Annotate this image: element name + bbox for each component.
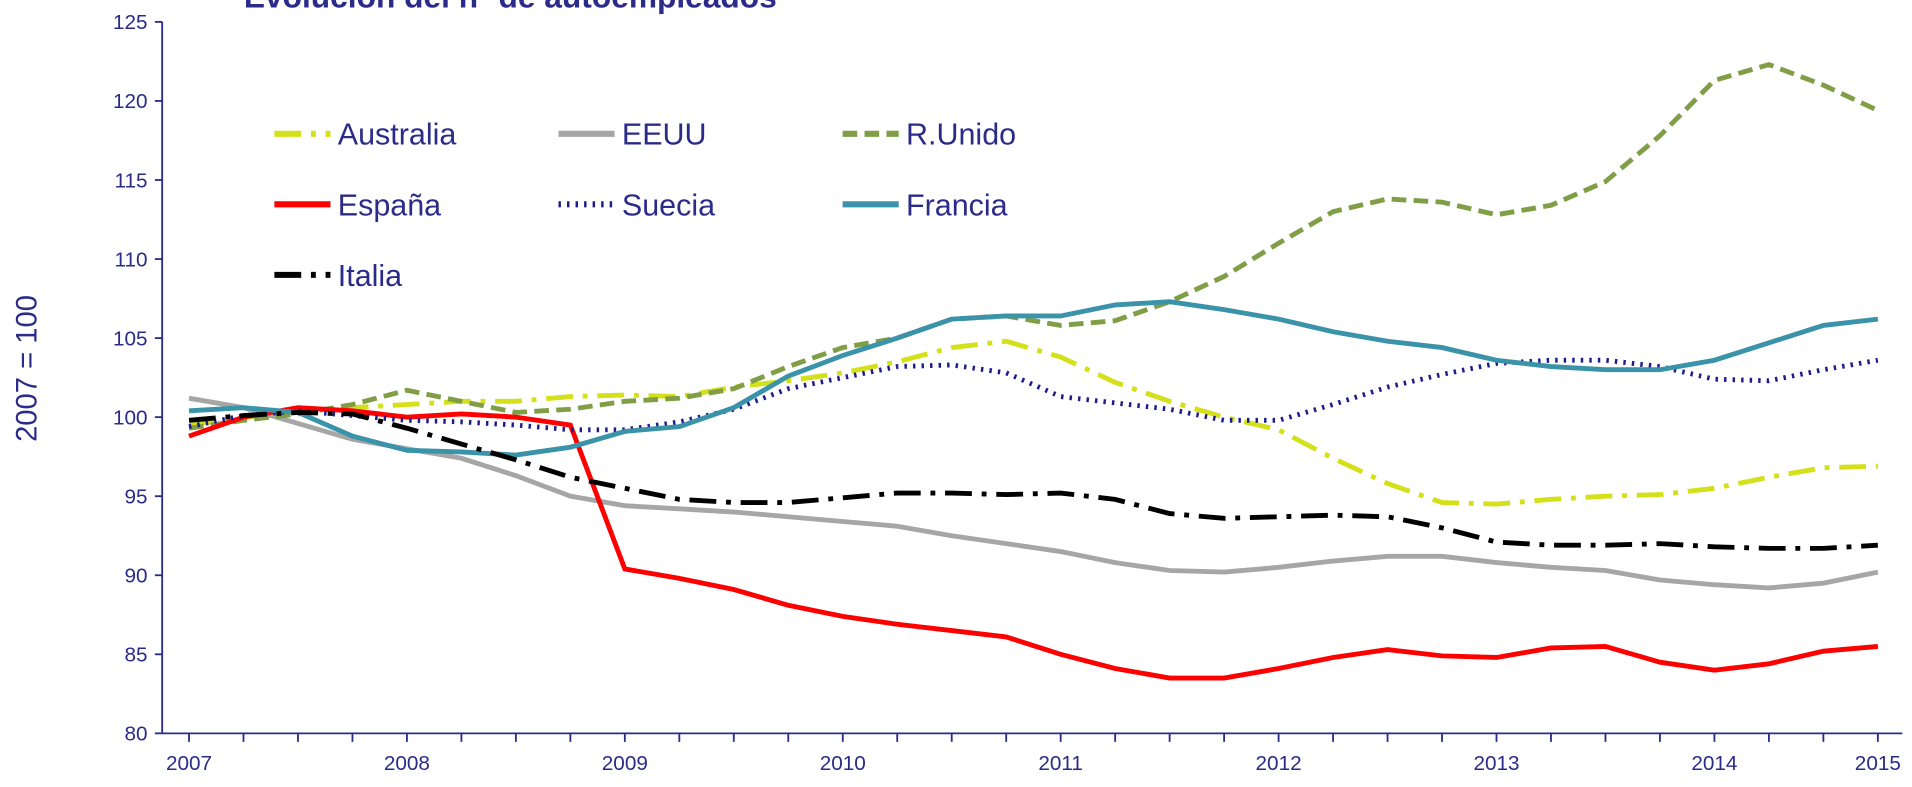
legend-label: Italia: [338, 259, 402, 293]
legend-label: Suecia: [622, 188, 715, 222]
series-line: [188, 405, 1879, 681]
y-tick-label: 90: [124, 565, 147, 588]
y-tick-label: 100: [113, 406, 148, 429]
x-tick-label: 2009: [602, 752, 648, 775]
y-tick-label: 95: [124, 486, 147, 509]
series-line: [188, 338, 1878, 507]
series-line: [188, 357, 1879, 433]
y-axis-label: 2007 = 100: [12, 295, 44, 442]
series-line: [188, 62, 1879, 431]
legend-label: Francia: [906, 188, 1008, 222]
y-tick-label: 115: [115, 169, 148, 192]
y-tick-label: 80: [124, 723, 147, 746]
x-tick-label: 2014: [1691, 752, 1737, 775]
series-line: [188, 395, 1879, 591]
y-tick-label: 110: [115, 248, 148, 271]
y-tick-label: 105: [113, 327, 148, 350]
x-tick-label: 2012: [1256, 752, 1302, 775]
x-tick-label: 2011: [1038, 752, 1083, 775]
series-line: [188, 299, 1879, 458]
legend-label: España: [338, 188, 441, 222]
chart-title: Evolución del nº de autoempleados: [244, 0, 777, 14]
y-tick-label: 85: [124, 644, 147, 667]
x-tick-label: 2013: [1473, 752, 1519, 775]
y-tick-label: 125: [113, 11, 148, 34]
x-tick-label: 2008: [384, 752, 430, 775]
x-tick-label: 2015: [1855, 752, 1901, 775]
legend-label: R.Unido: [906, 118, 1016, 152]
legend-label: Australia: [338, 118, 457, 152]
legend-label: EEUU: [622, 118, 707, 152]
series-line: [188, 409, 1878, 551]
y-tick-label: 120: [113, 90, 148, 113]
x-tick-label: 2010: [820, 752, 866, 775]
x-tick-label: 2007: [166, 752, 212, 775]
